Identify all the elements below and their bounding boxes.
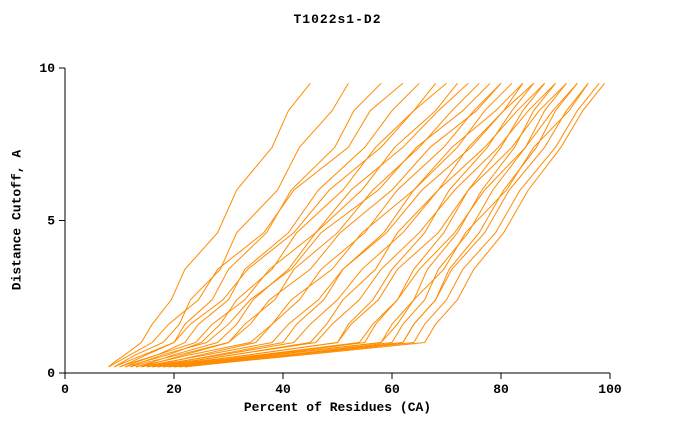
gdt-curve-20 [168,82,545,368]
x-tick-label: 40 [275,382,291,397]
gdt-curve-2 [113,83,349,368]
gdt-curve-23 [157,82,567,368]
x-axis-label: Percent of Residues (CA) [243,400,432,415]
x-tick-label: 20 [166,382,182,397]
gdt-curve-4 [108,82,404,368]
gdt-curve-25 [163,82,578,368]
gdt-curve-14 [152,82,513,368]
gdt-curve-17 [141,82,535,368]
x-tick-label: 100 [598,382,622,397]
y-tick-label: 10 [39,61,55,76]
gdt-curve-30 [184,82,605,368]
gdt-curve-19 [146,82,545,368]
x-tick-label: 0 [61,382,69,397]
gdt-curve-1 [108,82,311,368]
gdt-curve-29 [179,82,600,368]
x-tick-label: 80 [493,382,509,397]
gdt-curve-3 [119,82,382,368]
gdt-curve-7 [113,82,447,368]
gdt-curve-11 [124,82,491,368]
gdt-curve-6 [130,82,436,368]
y-tick-label: 0 [47,366,55,381]
gdt-curve-12 [146,82,502,368]
gdt-curve-28 [173,82,589,368]
gdt-curve-27 [168,83,589,368]
x-tick-label: 60 [384,382,400,397]
gdt-curve-22 [173,82,556,368]
gdt-curve-9 [119,82,469,368]
gdt-curve-15 [135,82,524,368]
y-tick-label: 5 [47,214,55,229]
gdt-curve-13 [130,82,502,368]
plot-title: T1022s1-D2 [293,12,382,27]
gdt-curve-21 [152,82,556,368]
